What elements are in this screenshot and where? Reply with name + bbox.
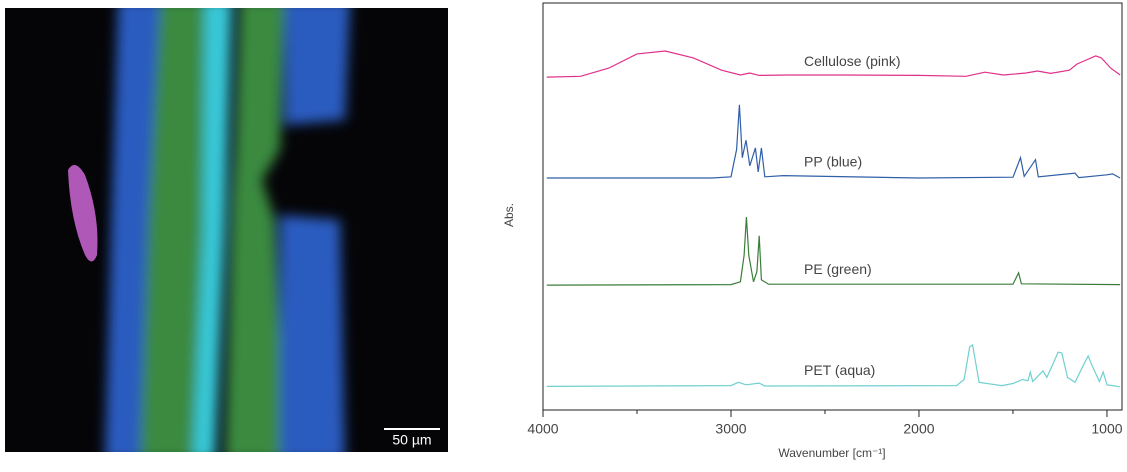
micrograph: 50 µm: [5, 8, 448, 452]
series-label: Cellulose (pink): [804, 53, 900, 69]
series-label: PE (green): [804, 261, 872, 277]
x-tick-label: 1000: [1091, 421, 1122, 437]
x-tick-label: 2000: [903, 421, 934, 437]
x-axis-label: Wavenumber [cm⁻¹]: [778, 446, 885, 460]
spectrum-line: [546, 217, 1121, 286]
series-label: PP (blue): [804, 154, 862, 170]
spectrum-line: [546, 343, 1121, 388]
series-label: PET (aqua): [804, 362, 875, 378]
scale-bar-label: 50 µm: [392, 432, 431, 448]
plot-frame: [542, 2, 1123, 411]
spectrum-line: [546, 104, 1121, 179]
y-axis-label: Abs.: [502, 203, 516, 227]
spectrum-line: [546, 50, 1121, 78]
x-tick-label: 4000: [527, 421, 558, 437]
x-tick-label: 3000: [715, 421, 746, 437]
